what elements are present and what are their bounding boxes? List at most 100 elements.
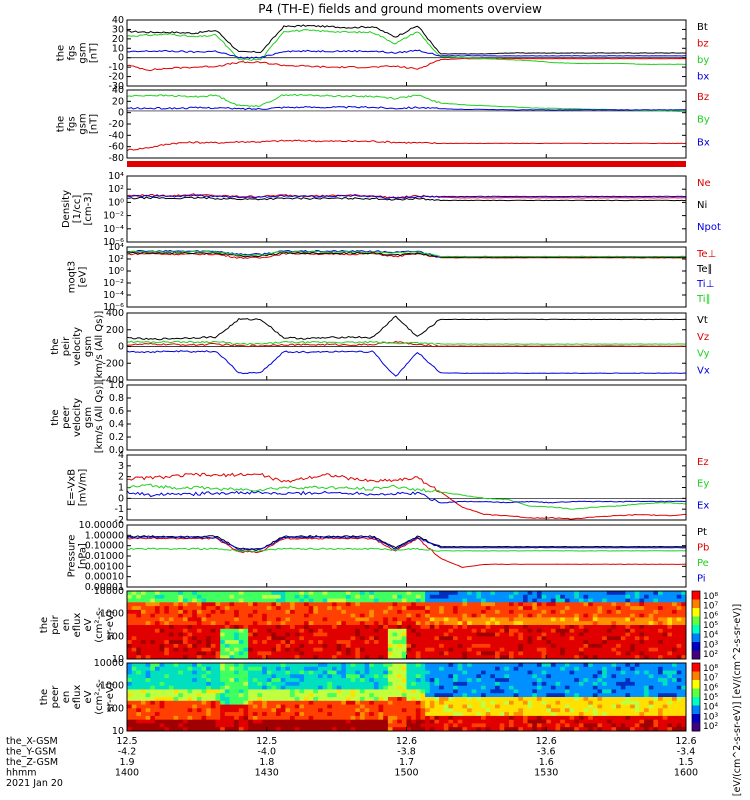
spectrogram-cell (192, 723, 198, 728)
spectrogram-cell (308, 685, 314, 690)
spectrogram-cell (387, 651, 393, 656)
spectrogram-cell (154, 678, 160, 683)
spectrogram-cell (154, 617, 160, 622)
spectrogram-cell (373, 693, 379, 698)
spectrogram-cell (308, 663, 314, 668)
spectrogram-cell (644, 617, 650, 622)
spectrogram-cell (448, 727, 454, 732)
spectrogram-cell (294, 712, 300, 717)
spectrogram-cell (676, 591, 682, 596)
ylabel-text: [km/s (All Qs)] (94, 382, 105, 454)
spectrogram-cell (276, 651, 282, 656)
spectrogram-cell (406, 636, 412, 641)
spectrogram-cell (518, 693, 524, 698)
spectrogram-cell (527, 674, 533, 679)
spectrogram-cell (597, 708, 603, 713)
spectrogram-cell (234, 617, 240, 622)
spectrogram-cell (159, 602, 165, 607)
spectrogram-cell (290, 723, 296, 728)
spectrogram-cell (574, 598, 580, 603)
spectrogram-cell (406, 655, 412, 660)
ytick-label: -40 (108, 130, 124, 141)
spectrogram-cell (569, 708, 575, 713)
spectrogram-cell (672, 640, 678, 645)
spectrogram-cell (620, 712, 626, 717)
spectrogram-cell (182, 704, 188, 709)
spectrogram-cell (243, 651, 249, 656)
spectrogram-cell (509, 594, 515, 599)
spectrogram-cell (196, 715, 202, 721)
spectrogram-cell (574, 591, 580, 596)
spectrogram-cell (210, 693, 216, 698)
spectrogram-cell (509, 663, 515, 668)
spectrogram-cell (392, 617, 398, 622)
spectrogram-cell (290, 697, 296, 702)
spectrogram-cell (611, 723, 617, 728)
spectrogram-cell (429, 681, 435, 687)
spectrogram-cell (574, 670, 580, 675)
spectrogram-cell (229, 689, 235, 694)
spectrogram-cell (159, 628, 165, 633)
spectrogram-cell (611, 598, 617, 603)
spectrogram-cell (164, 609, 170, 615)
spectrogram-cell (276, 625, 282, 630)
spectrogram-cell (397, 708, 403, 713)
spectrogram-cell (429, 617, 435, 622)
series-line-bz (127, 57, 686, 72)
spectrogram-cell (536, 621, 542, 626)
spectrogram-cell (592, 663, 598, 668)
ylabel-text: velocity (72, 327, 83, 366)
spectrogram-cell (667, 617, 673, 622)
spectrogram-cell (606, 625, 612, 630)
spectrogram-cell (304, 674, 310, 679)
spectrogram-cell (206, 636, 212, 641)
spectrogram-cell (602, 723, 608, 728)
spectrogram-cell (369, 636, 375, 641)
spectrogram-cell (276, 606, 282, 611)
spectrogram-cell (639, 689, 645, 694)
spectrogram-cell (681, 613, 687, 618)
spectrogram-cell (332, 678, 338, 683)
spectrogram-cell (341, 613, 347, 618)
spectrogram-cell (620, 655, 626, 660)
spectrogram-cell (154, 697, 160, 702)
ytick-label: 0.0 (109, 445, 124, 456)
spectrogram-cell (462, 643, 468, 649)
spectrogram-cell (373, 598, 379, 603)
spectrogram-cell (555, 723, 561, 728)
spectrogram-cell (634, 606, 640, 611)
spectrogram-cell (173, 617, 179, 622)
spectrogram-cell (467, 628, 473, 633)
spectrogram-cell (150, 704, 156, 709)
spectrogram-cell (429, 643, 435, 649)
spectrogram-cell (476, 606, 482, 611)
spectrogram-cell (439, 708, 445, 713)
spectrogram-cell (448, 602, 454, 607)
spectrogram-cell (518, 727, 524, 732)
colorbar-cell (692, 668, 700, 671)
spectrogram-cell (443, 678, 449, 683)
spectrogram-cell (481, 636, 487, 641)
spectrogram-cell (644, 628, 650, 633)
spectrogram-cell (569, 606, 575, 611)
spectrogram-cell (262, 723, 268, 728)
spectrogram-cell (625, 632, 631, 637)
spectrogram-cell (681, 715, 687, 721)
spectrogram-cell (243, 723, 249, 728)
spectrogram-cell (448, 651, 454, 656)
spectrogram-cell (625, 685, 631, 690)
spectrogram-cell (439, 621, 445, 626)
spectrogram-cell (131, 594, 137, 599)
spectrogram-cell (248, 628, 254, 633)
spectrogram-cell (518, 591, 524, 596)
spectrogram-cell (606, 591, 612, 596)
spectrogram-cell (369, 651, 375, 656)
spectrogram-cell (262, 663, 268, 668)
spectrogram-cell (187, 689, 193, 694)
series-line-Ez (127, 472, 686, 520)
colorbar-cell (692, 609, 700, 612)
spectrogram-cell (280, 651, 286, 656)
spectrogram-cell (401, 591, 407, 596)
spectrogram-cell (187, 625, 193, 630)
spectrogram-cell (387, 674, 393, 679)
